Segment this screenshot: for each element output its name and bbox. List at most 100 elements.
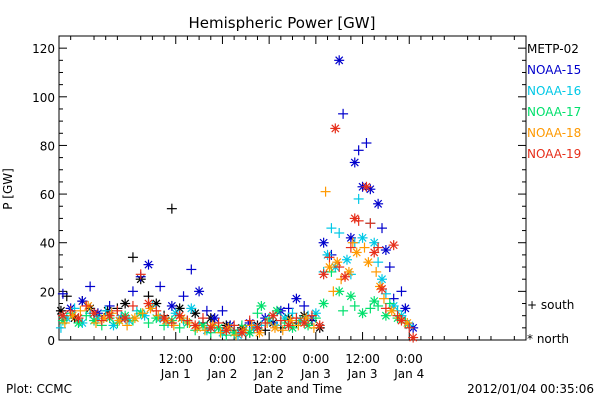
south-point: [85, 281, 96, 292]
north-point: [314, 320, 325, 331]
north-point: [174, 310, 185, 321]
north-point: [318, 269, 329, 280]
north-point: [57, 310, 68, 321]
south-point: [217, 305, 228, 316]
north-point: [349, 157, 360, 168]
north-point: [340, 271, 351, 282]
north-point: [205, 322, 216, 333]
south-point: [260, 317, 271, 328]
north-point: [377, 274, 388, 285]
x-tick-date: Jan 3: [300, 367, 331, 381]
south-point: [201, 305, 212, 316]
x-tick-date: Jan 2: [206, 367, 237, 381]
marker-legend-south: + south: [527, 298, 574, 312]
south-point: [373, 257, 384, 268]
x-tick-time: 0:00: [396, 352, 423, 366]
north-point: [221, 325, 232, 336]
y-tick-label: 20: [40, 285, 55, 299]
legend: METP-02 NOAA-15 NOAA-16 NOAA-17 NOAA-18 NOAA-…: [527, 42, 581, 161]
south-point: [378, 293, 389, 304]
north-point: [332, 257, 343, 268]
south-point: [127, 286, 138, 297]
x-tick-time: 0:00: [302, 352, 329, 366]
south-point: [320, 186, 331, 197]
south-point: [155, 281, 166, 292]
north-point: [252, 322, 263, 333]
north-point: [380, 245, 391, 256]
south-point: [380, 303, 391, 314]
south-point: [65, 305, 76, 316]
south-point: [112, 305, 123, 316]
north-point: [291, 293, 302, 304]
y-tick-label: 80: [40, 139, 55, 153]
south-point: [143, 317, 154, 328]
south-point: [178, 291, 189, 302]
y-tick-label: 120: [32, 42, 55, 56]
x-tick-time: 0:00: [209, 352, 236, 366]
north-point: [120, 313, 131, 324]
legend-item: NOAA-18: [527, 126, 581, 140]
north-point: [194, 286, 205, 297]
south-point: [96, 315, 107, 326]
x-tick-date: Jan 3: [347, 367, 378, 381]
north-point: [341, 254, 352, 265]
south-point: [359, 242, 370, 253]
north-point: [334, 55, 345, 66]
south-point: [182, 315, 193, 326]
south-point: [338, 305, 349, 316]
south-point: [151, 305, 162, 316]
south-point: [326, 223, 337, 234]
y-tick-label: 100: [32, 91, 55, 105]
south-point: [365, 218, 376, 229]
south-point: [299, 300, 310, 311]
north-point: [73, 313, 84, 324]
plot-frame: [58, 35, 527, 341]
south-point: [353, 145, 364, 156]
south-point: [404, 322, 415, 333]
south-point: [361, 138, 372, 149]
south-point: [377, 223, 388, 234]
south-point: [371, 266, 382, 277]
south-point: [135, 269, 146, 280]
north-point: [186, 303, 197, 314]
legend-item: NOAA-17: [527, 105, 581, 119]
south-point: [75, 305, 86, 316]
legend-item: METP-02: [527, 42, 579, 56]
north-point: [190, 320, 201, 331]
south-point: [81, 310, 92, 321]
north-point: [396, 315, 407, 326]
north-point: [322, 249, 333, 260]
south-point: [338, 108, 349, 119]
north-point: [380, 310, 391, 321]
marker-legend-north: * north: [527, 332, 569, 346]
south-point: [353, 193, 364, 204]
south-point: [122, 320, 133, 331]
north-point: [324, 262, 335, 273]
north-point: [166, 300, 177, 311]
south-point: [213, 317, 224, 328]
legend-item: NOAA-16: [527, 84, 581, 98]
y-axis-label: P [GW]: [1, 168, 15, 210]
north-point: [400, 303, 411, 314]
north-point: [361, 181, 372, 192]
south-point: [275, 315, 286, 326]
y-tick-label: 40: [40, 237, 55, 251]
south-point: [365, 303, 376, 314]
x-tick-time: 12:00: [252, 352, 287, 366]
y-tick-label: 60: [40, 188, 55, 202]
north-point: [373, 198, 384, 209]
south-point: [324, 252, 335, 263]
north-point: [129, 313, 140, 324]
x-tick-date: Jan 4: [393, 367, 424, 381]
x-tick-date: Jan 2: [253, 367, 284, 381]
south-point: [277, 325, 288, 336]
south-point: [166, 203, 177, 214]
north-point: [318, 298, 329, 309]
south-point: [334, 227, 345, 238]
south-point: [127, 300, 138, 311]
south-point: [81, 300, 92, 311]
south-point: [373, 242, 384, 253]
south-point: [166, 317, 177, 328]
